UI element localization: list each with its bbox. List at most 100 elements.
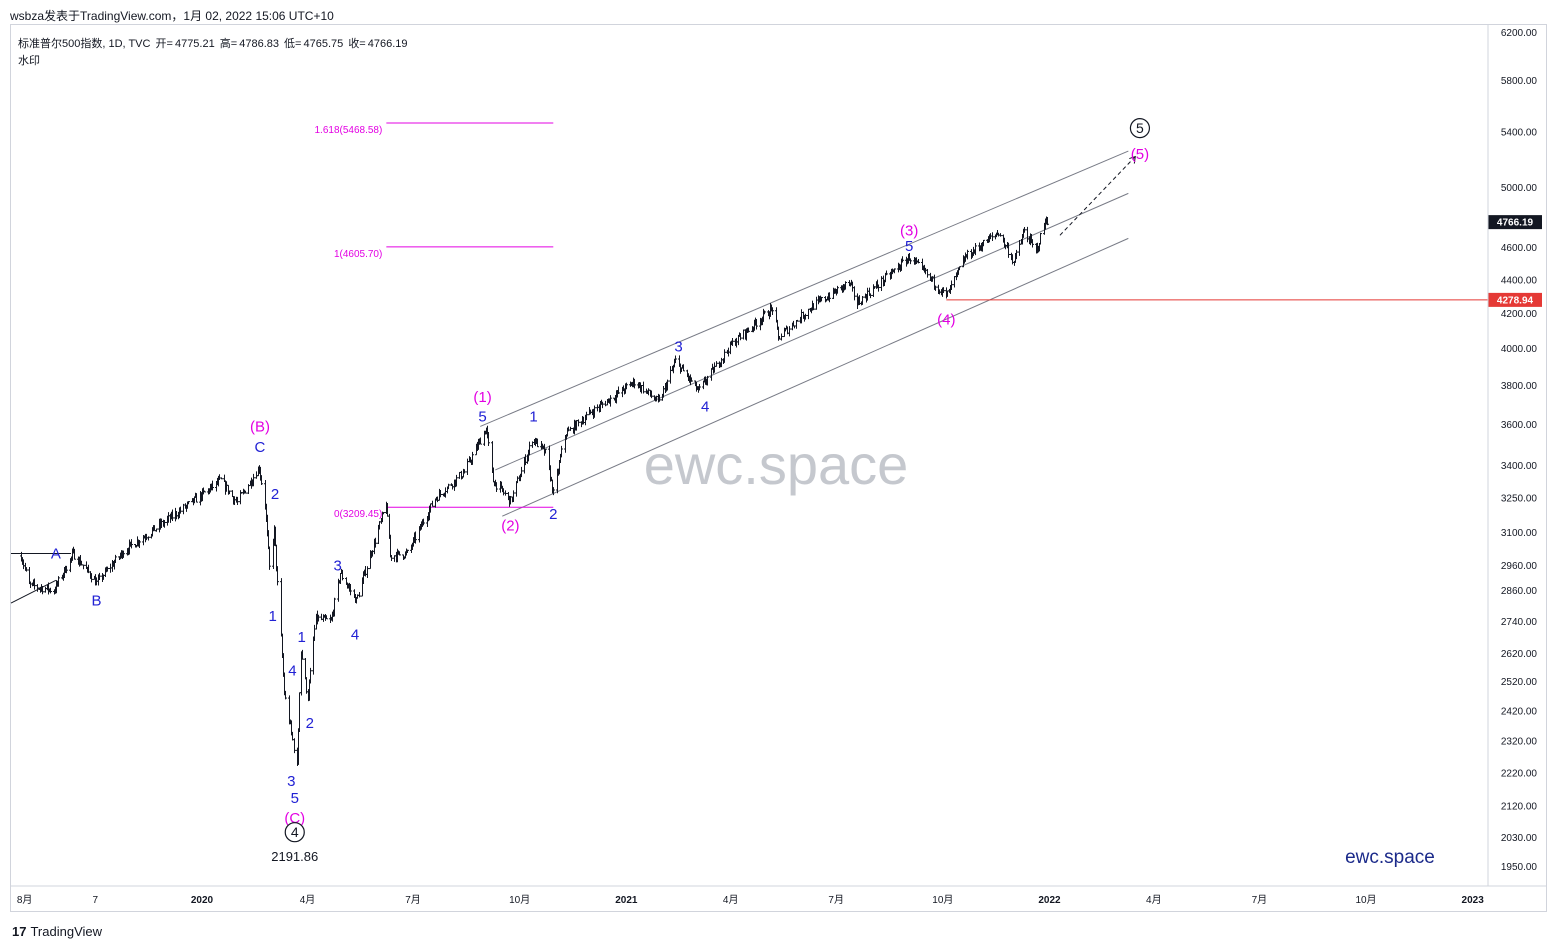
ohlc-bar	[228, 490, 231, 495]
close-label: 收=	[348, 38, 366, 50]
y-tick-label: 4600.00	[1501, 243, 1538, 254]
x-tick-label: 2020	[191, 895, 214, 906]
y-tick-label: 2420.00	[1501, 706, 1538, 717]
ohlc-bar	[739, 333, 742, 341]
y-tick-label: 2620.00	[1501, 649, 1538, 660]
ohlc-bar	[828, 292, 831, 303]
ohlc-bar	[710, 368, 713, 381]
ohlc-bar	[1039, 232, 1042, 245]
level-price-tag	[1488, 292, 1542, 307]
wave-label: A	[51, 546, 61, 563]
ohlc-bar	[33, 578, 36, 590]
x-tick-label: 4月	[1146, 894, 1162, 906]
ohlc-bar	[706, 375, 709, 386]
ohlc-bar	[942, 287, 945, 293]
ohlc-bar	[909, 258, 912, 265]
ohlc-bar	[747, 327, 750, 333]
ohlc-bar	[788, 326, 791, 337]
ohlc-bar	[958, 266, 961, 271]
y-tick-label: 3800.00	[1501, 381, 1538, 392]
ohlc-bar	[309, 667, 312, 684]
wave-label: 3	[287, 773, 295, 790]
ohlc-bar	[458, 471, 461, 479]
ohlc-bar	[1007, 242, 1010, 258]
ohlc-bar	[389, 534, 392, 558]
forecast-arrow	[1059, 156, 1136, 236]
ohlc-bar	[374, 537, 377, 548]
wave-label: 3	[333, 558, 341, 575]
ohlc-bar	[163, 520, 166, 528]
x-tick-label: 10月	[1355, 894, 1376, 906]
ohlc-bar	[301, 649, 304, 660]
ohlc-bar	[268, 546, 271, 570]
ohlc-bar	[544, 448, 547, 454]
low-label: 低=	[284, 38, 302, 50]
ohlc-bar	[358, 592, 361, 598]
x-tick-label: 8月	[17, 894, 33, 906]
wave-label: B	[91, 593, 101, 610]
wave-label: C	[255, 439, 266, 456]
ohlc-bar	[647, 388, 650, 396]
ohlc-bar	[604, 400, 607, 407]
wave-label: 5	[478, 408, 486, 425]
fib-level-label: 0(3209.45)	[334, 509, 382, 520]
wave-label: (3)	[900, 223, 918, 240]
symbol-info: 标准普尔500指数, 1D, TVC 开= 4775.21 高= 4786.83 低…	[18, 35, 410, 51]
ohlc-bar	[179, 506, 182, 514]
ohlc-bar	[528, 441, 531, 456]
ohlc-bar	[82, 564, 85, 570]
x-tick-label: 2023	[1462, 895, 1485, 906]
ohlc-bar	[195, 493, 198, 503]
ohlc-bar	[293, 738, 296, 754]
ohlc-bar	[560, 445, 563, 458]
ohlc-bar	[244, 490, 247, 494]
chart-frame	[10, 24, 1547, 912]
ohlc-bar	[991, 232, 994, 241]
y-tick-label: 5400.00	[1501, 128, 1538, 139]
ohlc-bar	[658, 394, 661, 402]
wave-label: 3	[674, 339, 682, 356]
ohlc-bar	[901, 256, 904, 263]
ohlc-bar	[690, 377, 693, 382]
ohlc-bar	[171, 509, 174, 522]
ohlc-bar	[44, 586, 47, 593]
ohlc-bar	[65, 565, 68, 574]
footer[interactable]: 17 TradingView	[12, 924, 102, 939]
wave-label: 4	[288, 662, 296, 679]
channel-line	[495, 192, 1129, 471]
ohlc-bar	[341, 569, 344, 581]
ohlc-bar	[1031, 239, 1034, 248]
low-value: 4765.75	[303, 38, 344, 50]
ohlc-bar	[280, 578, 283, 637]
watermark-text: ewc.space	[644, 433, 909, 496]
last-price-tag	[1488, 215, 1542, 230]
ohlc-bar	[57, 576, 60, 587]
y-tick-label: 4200.00	[1501, 309, 1538, 320]
ohlc-bar	[723, 349, 726, 363]
ohlc-bar	[90, 573, 93, 583]
wave-label: (1)	[473, 389, 491, 406]
level-price-text: 4278.94	[1497, 295, 1534, 306]
y-tick-label: 3250.00	[1501, 494, 1538, 505]
x-tick-label: 7月	[828, 894, 844, 906]
ohlc-bar	[398, 551, 401, 556]
ohlc-bar	[771, 307, 774, 315]
ohlc-bar	[463, 469, 466, 474]
ohlc-bar	[966, 249, 969, 260]
y-tick-label: 2960.00	[1501, 561, 1538, 572]
symbol-name: 标准普尔500指数, 1D, TVC	[18, 38, 151, 50]
wave-label: 2	[549, 506, 557, 523]
channel-line	[502, 237, 1129, 517]
ohlc-bar	[861, 295, 864, 305]
ohlc-bar	[73, 548, 76, 560]
y-tick-label: 1950.00	[1501, 862, 1538, 873]
ohlc-bar	[382, 512, 385, 515]
y-tick-label: 2120.00	[1501, 802, 1538, 813]
y-tick-label: 2740.00	[1501, 617, 1538, 628]
open-value: 4775.21	[174, 38, 215, 50]
ohlc-bar	[25, 567, 28, 572]
y-tick-label: 4400.00	[1501, 275, 1538, 286]
ohlc-bar	[953, 276, 956, 288]
ohlc-bar	[130, 539, 133, 549]
